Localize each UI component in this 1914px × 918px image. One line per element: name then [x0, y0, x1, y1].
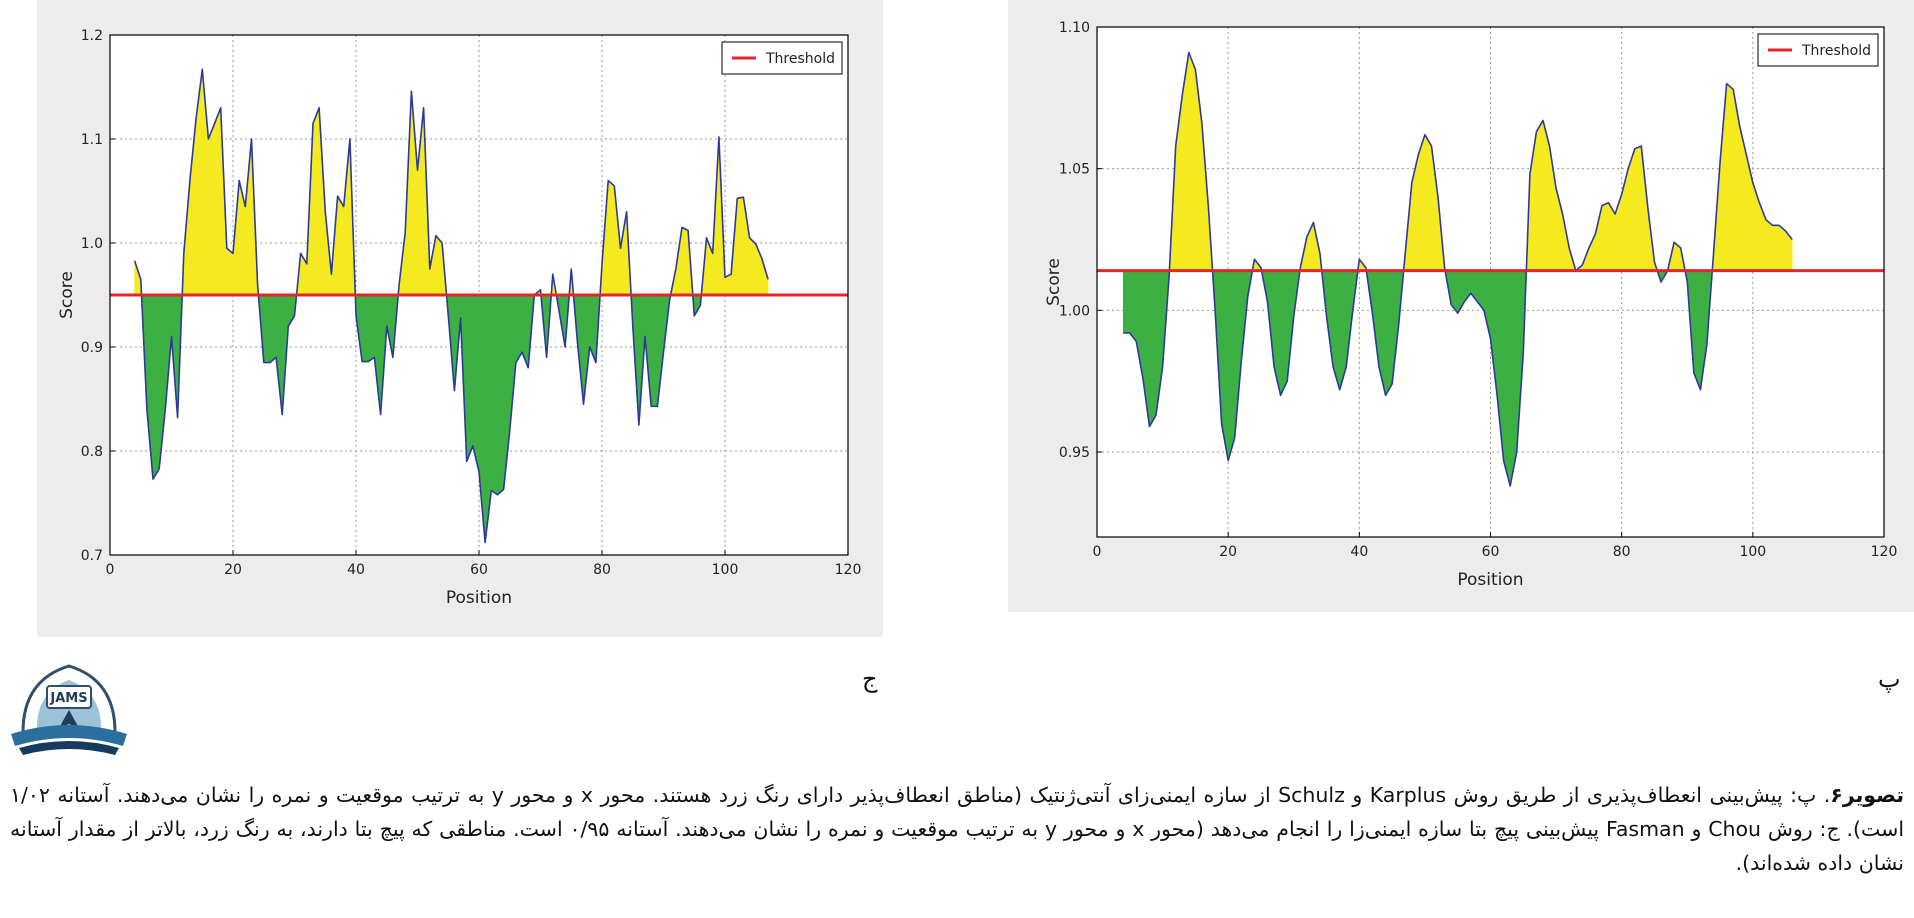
left-x-tick-label-0: 0 — [106, 562, 115, 578]
caption-label: تصویر۶ — [1830, 783, 1905, 807]
left-x-tick-label-1: 20 — [224, 562, 242, 578]
left-x-tick-label-2: 40 — [347, 562, 365, 578]
left-y-tick-label-1: 0.8 — [81, 444, 103, 460]
right-x-tick-label-4: 80 — [1613, 544, 1631, 560]
right-x-tick-label-2: 40 — [1350, 544, 1368, 560]
right-chart-panel: 0 20 40 60 80 100 120 0.95 1.00 1.05 1.10 Position S… — [1008, 0, 1914, 612]
left-score-line — [133, 68, 769, 544]
right-y-axis-label: Score — [1044, 258, 1064, 306]
left-y-tick-label-0: 0.7 — [81, 548, 103, 564]
right-x-tick-label-1: 20 — [1219, 544, 1237, 560]
right-x-tick-label-0: 0 — [1093, 544, 1102, 560]
right-x-tick-label-5: 100 — [1739, 544, 1766, 560]
left-y-tick-label-5: 1.2 — [81, 28, 103, 44]
left-x-tick-label-5: 100 — [712, 562, 739, 578]
left-x-tick-label-6: 120 — [835, 562, 862, 578]
right-x-axis-label: Position — [1457, 570, 1523, 590]
logo-text: JAMS — [49, 691, 87, 706]
left-x-tick-label-4: 80 — [593, 562, 611, 578]
right-score-line — [1123, 51, 1793, 487]
jams-logo: JAMS — [5, 658, 133, 758]
left-y-tick-label-4: 1.1 — [81, 132, 103, 148]
right-y-tick-label-2: 1.05 — [1059, 162, 1090, 178]
right-y-tick-label-3: 1.10 — [1059, 20, 1090, 36]
left-chart: 0 20 40 60 80 100 120 0.7 0.8 0.9 1.0 1.1 1.2 Positio… — [57, 28, 862, 608]
left-chart-panel: 0 20 40 60 80 100 120 0.7 0.8 0.9 1.0 1.1 1.2 Positio… — [37, 0, 883, 637]
left-y-tick-label-3: 1.0 — [81, 236, 103, 252]
left-panel-label: ج — [862, 665, 878, 693]
left-x-axis-label: Position — [446, 588, 512, 608]
right-chart: 0 20 40 60 80 100 120 0.95 1.00 1.05 1.10 Position S… — [1044, 20, 1898, 590]
left-x-tick-label-3: 60 — [470, 562, 488, 578]
left-y-tick-label-2: 0.9 — [81, 340, 103, 356]
right-x-tick-label-6: 120 — [1871, 544, 1898, 560]
caption-text: . پ: پیش‌بینی انعطاف‌پذیری از طریق روش K… — [10, 783, 1905, 875]
left-y-axis-label: Score — [57, 271, 77, 319]
right-y-tick-label-1: 1.00 — [1059, 303, 1090, 319]
right-panel-label: پ — [1878, 665, 1901, 693]
figure-caption: تصویر۶. پ: پیش‌بینی انعطاف‌پذیری از طریق… — [10, 778, 1904, 880]
right-legend-label: Threshold — [1801, 43, 1871, 59]
left-legend-label: Threshold — [765, 51, 835, 67]
right-x-tick-label-3: 60 — [1482, 544, 1500, 560]
right-y-tick-label-0: 0.95 — [1059, 445, 1090, 461]
